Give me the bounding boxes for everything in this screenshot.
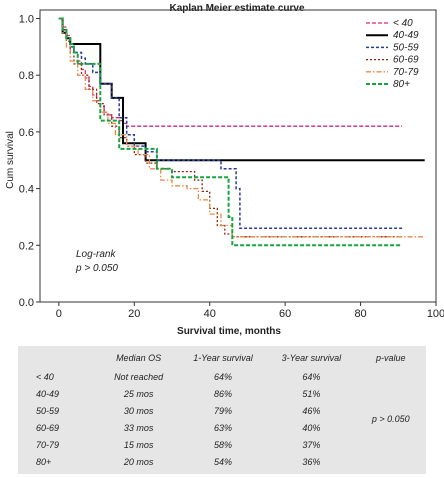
row-median: 25 mos: [123, 388, 154, 399]
summary-table-panel: Median OS 1-Year survival 3-Year surviva…: [18, 346, 426, 474]
legend-label: < 40: [393, 18, 413, 29]
row-3-year: 36%: [302, 456, 321, 467]
table-row: < 40 Not reached 64% 64% p > 0.050: [18, 368, 426, 425]
row-group: 40-49: [36, 388, 60, 399]
row-median: 33 mos: [123, 422, 154, 433]
y-tick-label: 0.4: [19, 184, 34, 196]
series-line-5: [58, 17, 403, 247]
header-median-os: Median OS: [116, 353, 162, 363]
row-1-year: 58%: [213, 439, 232, 450]
summary-header-row: Median OS 1-Year survival 3-Year surviva…: [18, 348, 426, 368]
series-line-4: [58, 17, 425, 238]
series-line-0: [58, 17, 403, 127]
plot-frame: [39, 9, 437, 303]
header-1-year: 1-Year survival: [193, 353, 253, 363]
y-tick-label: 0.0: [19, 297, 34, 309]
row-group: 70-79: [36, 439, 60, 450]
table-row: 70-79 15 mos 58% 37%: [18, 436, 426, 453]
x-tick-label: 0: [56, 308, 62, 320]
series-line-3: [58, 17, 403, 238]
y-tick-label: 0.8: [19, 70, 34, 82]
row-1-year: 86%: [213, 388, 232, 399]
row-median: 30 mos: [123, 405, 154, 416]
row-3-year: 37%: [302, 439, 321, 450]
y-tick-label: 0.2: [19, 240, 34, 252]
x-tick-label: 40: [204, 308, 216, 320]
table-row: 50-59 30 mos 79% 46%: [18, 402, 426, 419]
row-1-year: 54%: [213, 456, 232, 467]
annotation-line-2: p > 0.050: [75, 263, 118, 274]
row-group: 50-59: [36, 405, 60, 416]
row-group: 80+: [36, 456, 52, 467]
series-line-2: [58, 17, 403, 230]
table-row: 60-69 33 mos 63% 40%: [18, 419, 426, 436]
header-p-value: p-value: [376, 353, 406, 363]
legend-label: 50-59: [393, 42, 419, 53]
header-3-year: 3-Year survival: [281, 353, 342, 363]
row-1-year: 79%: [213, 405, 232, 416]
row-1-year: 63%: [213, 422, 232, 433]
annotation-line-1: Log-rank: [76, 249, 116, 260]
x-tick-label: 20: [128, 308, 140, 320]
legend-label: 70-79: [393, 67, 419, 78]
p-value-cell: p > 0.050: [371, 414, 410, 424]
row-median: Not reached: [114, 371, 164, 382]
row-1-year: 64%: [213, 371, 232, 382]
x-tick-label: 80: [354, 308, 366, 320]
row-median: 15 mos: [123, 439, 154, 450]
y-axis-title: Cum survival: [5, 131, 16, 189]
row-median: 20 mos: [123, 456, 154, 467]
km-chart: Kaplan Meier estimate curve 0 20 40 60 80 100…: [5, 3, 444, 337]
row-group: < 40: [36, 371, 54, 382]
row-3-year: 64%: [302, 371, 321, 382]
table-row: 40-49 25 mos 86% 51%: [18, 385, 426, 402]
legend-label: 40-49: [393, 30, 419, 41]
table-row: 80+ 20 mos 54% 36%: [18, 453, 426, 470]
row-3-year: 46%: [302, 405, 321, 416]
legend-label: 80+: [393, 79, 410, 90]
plot-area: [39, 9, 437, 303]
row-3-year: 51%: [302, 388, 321, 399]
y-tick-label: 0.6: [19, 127, 34, 139]
x-tick-label: 60: [279, 308, 291, 320]
axis-ticks: 0 20 40 60 80 100 0.0 0.2 0.4 0.6 0.8 1.0: [19, 14, 444, 320]
x-axis-title: Survival time, months: [177, 326, 281, 337]
y-tick-label: 1.0: [19, 14, 34, 26]
x-tick-label: 100: [427, 308, 444, 320]
row-3-year: 40%: [302, 422, 321, 433]
chart-title: Kaplan Meier estimate curve: [169, 3, 304, 14]
header-group: [18, 348, 98, 368]
row-group: 60-69: [36, 422, 60, 433]
series-line-1: [58, 17, 425, 162]
summary-table: Median OS 1-Year survival 3-Year surviva…: [18, 348, 426, 470]
legend-label: 60-69: [393, 55, 419, 66]
